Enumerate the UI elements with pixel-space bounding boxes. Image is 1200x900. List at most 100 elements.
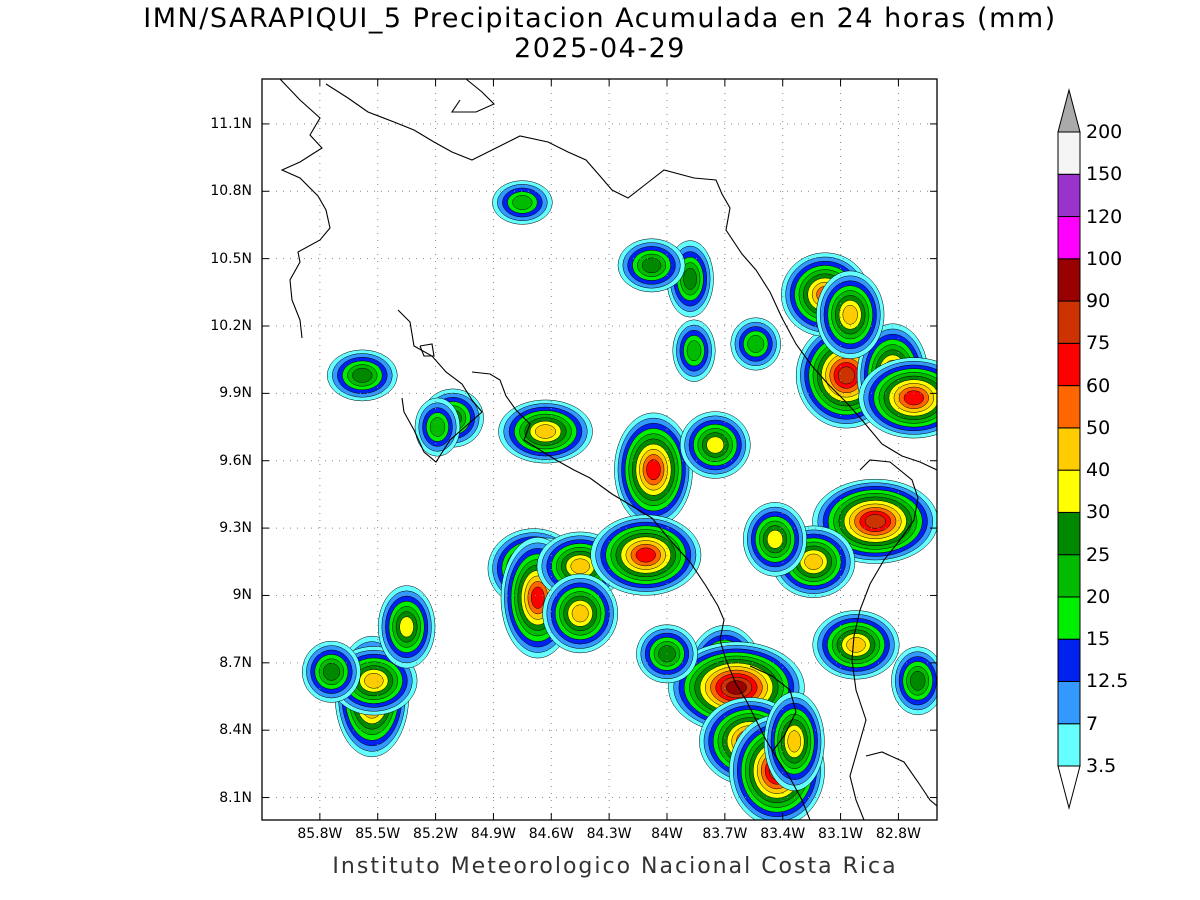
graticule	[262, 79, 937, 820]
rain-contour	[910, 670, 926, 691]
lon-tick-label: 84.3W	[586, 826, 632, 842]
colorbar-level-label: 3.5	[1086, 755, 1117, 777]
rain-contour	[837, 366, 855, 385]
map-title: IMN/SARAPIQUI_5 Precipitacion Acumulada …	[143, 3, 1057, 34]
footer-credit: Instituto Meteorologico Nacional Costa R…	[332, 854, 898, 879]
lon-tick-label: 83.4W	[760, 826, 806, 842]
coastline	[279, 79, 937, 820]
axis-ticks	[262, 79, 937, 820]
lon-tick-label: 85.8W	[297, 826, 343, 842]
rain-cell	[542, 573, 619, 654]
lon-tick-label: 83.1W	[818, 826, 864, 842]
lon-tick-label: 84.6W	[528, 826, 574, 842]
lat-tick-label: 9.3N	[219, 520, 252, 537]
map-frame	[261, 78, 938, 821]
rain-cell	[891, 646, 937, 716]
colorbar	[1057, 88, 1081, 810]
rain-contour	[535, 424, 556, 439]
lon-tick-label: 85.2W	[413, 826, 459, 842]
lat-tick-label: 9.6N	[219, 452, 252, 469]
colorbar-swatch	[1057, 554, 1081, 598]
rain-contour	[842, 304, 858, 325]
lat-tick-label: 8.4N	[219, 722, 252, 739]
rain-contour	[646, 459, 661, 481]
colorbar-swatch	[1057, 427, 1081, 471]
rain-contour	[530, 586, 545, 609]
rain-cell	[590, 514, 702, 596]
rain-contour	[706, 436, 725, 454]
rain-cell	[816, 270, 885, 359]
colorbar-level-label: 60	[1086, 374, 1111, 397]
rain-cell	[730, 317, 781, 371]
lon-tick-label: 84.9W	[470, 826, 516, 842]
rain-contour	[864, 514, 886, 529]
rain-contour	[683, 267, 697, 290]
colorbar-lower-arrow	[1057, 765, 1081, 810]
rain-contour	[512, 195, 533, 210]
colorbar-level-label: 100	[1086, 247, 1123, 270]
rain-cell	[301, 640, 361, 703]
lon-tick-label: 83.7W	[702, 826, 748, 842]
lat-tick-label: 10.8N	[210, 183, 252, 200]
lon-tick-label: 85.5W	[355, 826, 401, 842]
rain-contour	[429, 417, 446, 437]
rain-cell	[492, 180, 553, 225]
rain-cell	[679, 411, 751, 479]
rain-contour	[903, 390, 924, 406]
colorbar-swatch	[1057, 131, 1081, 175]
lat-tick-label: 10.2N	[210, 318, 252, 334]
lat-tick-label: 9N	[232, 587, 252, 604]
rain-contour	[804, 553, 823, 570]
colorbar-swatch	[1057, 723, 1081, 767]
rain-cell	[858, 357, 937, 439]
colorbar-swatch	[1057, 258, 1081, 302]
colorbar-level-label: 7	[1086, 712, 1099, 735]
colorbar-level-label: 30	[1086, 501, 1111, 524]
colorbar-swatch	[1057, 173, 1081, 218]
colorbar-level-label: 12.5	[1086, 670, 1129, 693]
rain-contour	[747, 335, 765, 353]
rain-contour	[322, 662, 340, 681]
lat-tick-label: 11.1N	[210, 115, 252, 132]
rain-contour	[787, 730, 802, 753]
colorbar-level-label: 120	[1086, 205, 1123, 228]
rain-cell	[498, 399, 593, 464]
lon-tick-label: 82.8W	[875, 826, 921, 842]
colorbar-swatch	[1057, 638, 1081, 682]
rain-contour	[641, 257, 662, 274]
rain-contour	[570, 558, 590, 575]
colorbar-swatch	[1057, 680, 1081, 725]
rain-cell	[326, 349, 398, 402]
lon-tick-label: 84W	[651, 826, 683, 842]
rain-cell	[672, 319, 716, 382]
rain-contour	[686, 340, 702, 362]
map-date: 2025-04-29	[514, 33, 686, 64]
colorbar-swatch	[1057, 469, 1081, 513]
colorbar-level-label: 15	[1086, 628, 1111, 651]
rain-contour	[399, 616, 414, 638]
rain-contour	[725, 680, 747, 695]
rain-cell	[414, 397, 461, 457]
rain-contour	[571, 604, 589, 623]
colorbar-level-label: 150	[1086, 163, 1123, 186]
rain-cell	[378, 585, 436, 669]
rain-cell	[614, 412, 693, 527]
lat-tick-label: 8.1N	[219, 789, 252, 806]
colorbar-level-label: 90	[1086, 290, 1111, 313]
colorbar-swatch	[1057, 216, 1081, 260]
colorbar-level-label: 200	[1086, 121, 1123, 143]
colorbar-level-label: 50	[1086, 416, 1111, 439]
lat-tick-label: 8.7N	[219, 654, 252, 671]
rain-contour	[846, 637, 866, 653]
colorbar-level-label: 25	[1086, 543, 1111, 566]
rain-cell	[812, 610, 900, 680]
colorbar-swatch	[1057, 385, 1081, 429]
lat-tick-label: 10.5N	[210, 250, 252, 267]
colorbar-swatch	[1057, 342, 1081, 387]
rain-cell	[763, 691, 825, 792]
rain-cell	[743, 502, 807, 577]
colorbar-swatch	[1057, 300, 1081, 344]
rain-cell	[617, 238, 686, 293]
rain-contour	[635, 547, 656, 563]
